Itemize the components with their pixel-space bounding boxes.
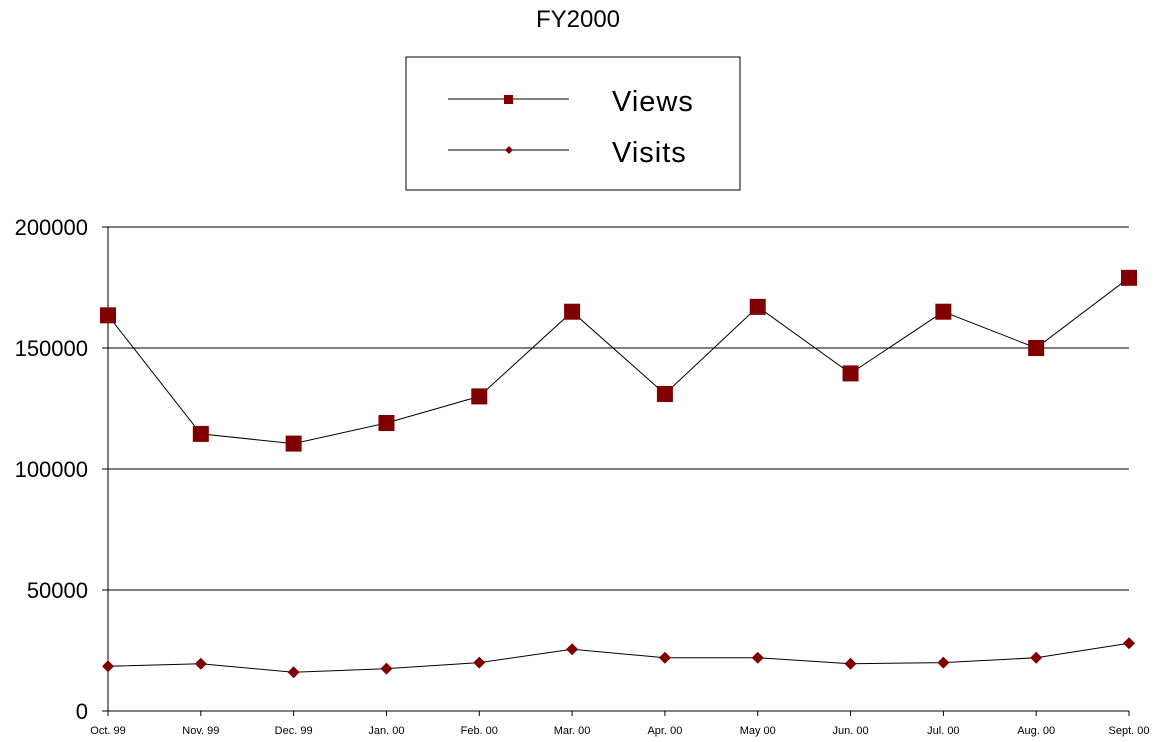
data-point-views xyxy=(100,307,116,324)
data-point-visits xyxy=(473,656,486,669)
data-point-views xyxy=(842,365,859,382)
x-tick-label: May 00 xyxy=(740,725,776,737)
x-tick-label: Jul. 00 xyxy=(927,725,959,737)
data-point-views xyxy=(192,425,209,442)
y-tick-label: 100000 xyxy=(15,457,88,482)
data-point-views xyxy=(935,303,952,320)
data-point-views xyxy=(1121,269,1137,286)
x-tick-label: Jun. 00 xyxy=(832,725,868,737)
data-point-visits xyxy=(566,643,579,656)
x-tick-label: Aug. 00 xyxy=(1017,725,1055,737)
x-tick-label: Mar. 00 xyxy=(554,725,591,737)
axes xyxy=(107,227,1130,716)
x-tick-label: Oct. 99 xyxy=(90,725,125,737)
legend-label-views: Views xyxy=(612,86,694,118)
data-point-visits xyxy=(102,660,114,673)
x-tick-label: Feb. 00 xyxy=(461,725,498,737)
data-point-visits xyxy=(658,651,671,664)
data-point-visits xyxy=(1030,651,1043,664)
x-tick-label: Apr. 00 xyxy=(647,725,682,737)
y-tick-label: 150000 xyxy=(15,336,88,361)
series-line-views xyxy=(107,277,1130,445)
data-point-views xyxy=(749,298,766,315)
x-tick-label: Nov. 99 xyxy=(182,725,219,737)
data-point-views xyxy=(656,385,673,402)
data-point-visits xyxy=(194,657,207,670)
series-lines xyxy=(107,277,1130,673)
data-point-visits xyxy=(751,651,764,664)
x-tick-label: Sept. 00 xyxy=(1109,725,1150,737)
data-point-views xyxy=(471,388,488,405)
data-point-views xyxy=(1028,340,1045,356)
series-line-visits xyxy=(107,642,1130,673)
data-point-views xyxy=(378,415,395,432)
y-tick-label: 50000 xyxy=(27,578,88,603)
series-markers xyxy=(100,269,1137,679)
legend: Views Visits xyxy=(405,56,741,191)
x-tick-labels: Oct. 99 Nov. 99 Dec. 99 Jan. 00 Feb. 00 Mar. … xyxy=(90,725,1149,737)
chart-title: FY2000 xyxy=(536,6,620,33)
legend-marker-views xyxy=(504,95,513,104)
legend-label-visits: Visits xyxy=(612,137,687,169)
data-point-visits xyxy=(1123,637,1135,650)
data-point-visits xyxy=(380,662,393,675)
data-point-views xyxy=(285,435,302,452)
y-tick-label: 200000 xyxy=(15,215,88,240)
x-tick-label: Dec. 99 xyxy=(275,725,313,737)
data-point-visits xyxy=(844,657,857,670)
gridlines xyxy=(102,226,1129,712)
y-tick-labels: 0 50000 100000 150000 200000 xyxy=(15,215,88,724)
data-point-visits xyxy=(287,666,300,679)
data-point-views xyxy=(564,303,581,320)
x-tick-label: Jan. 00 xyxy=(368,725,404,737)
y-tick-label: 0 xyxy=(76,699,88,724)
data-point-visits xyxy=(937,656,950,669)
legend-box xyxy=(405,56,741,191)
legend-marker-visits xyxy=(505,146,513,154)
